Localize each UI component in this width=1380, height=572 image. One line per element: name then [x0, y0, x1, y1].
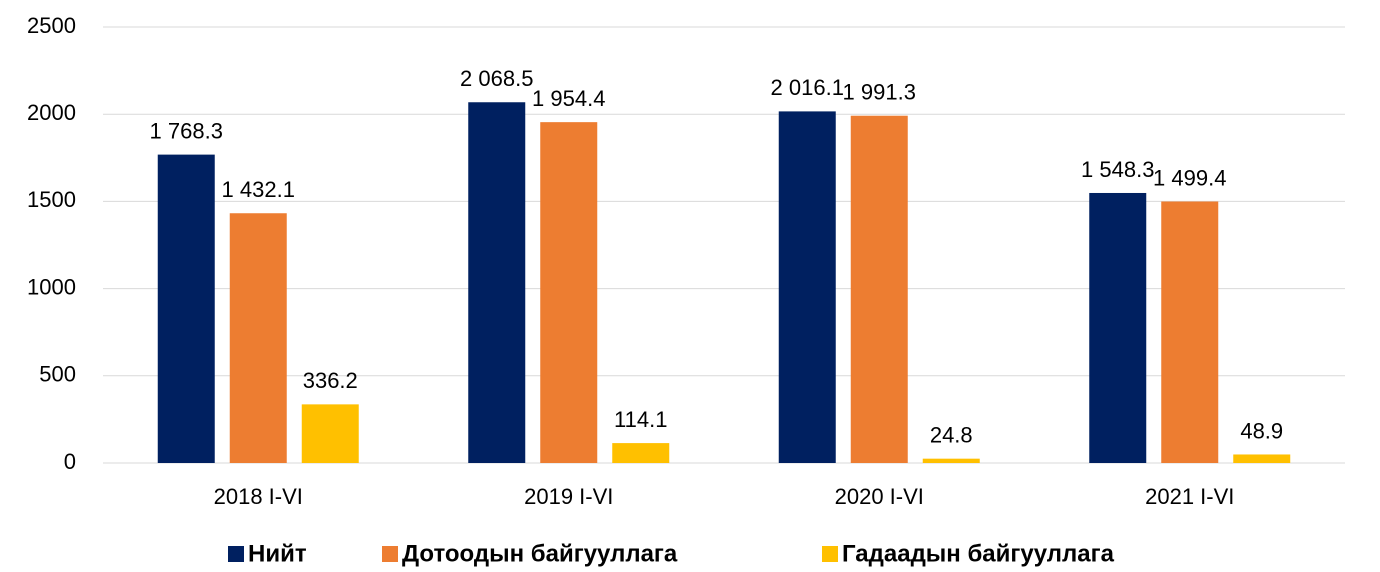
legend-label: Гадаадын байгууллага	[842, 540, 1115, 567]
bar	[1161, 201, 1219, 463]
y-tick-label: 1500	[27, 187, 76, 212]
y-tick-label: 500	[39, 362, 76, 387]
bar	[1089, 192, 1147, 463]
y-tick-label: 2500	[27, 13, 76, 38]
value-label: 1 768.3	[150, 118, 223, 143]
y-tick-label: 1000	[27, 274, 76, 299]
legend-swatch	[822, 546, 838, 562]
value-label: 2 016.1	[771, 75, 844, 100]
legend-swatch	[382, 546, 398, 562]
bar	[301, 404, 359, 463]
x-tick-label: 2020 I-VI	[835, 484, 924, 509]
x-tick-label: 2018 I-VI	[214, 484, 303, 509]
bar	[850, 115, 908, 463]
bar	[922, 458, 980, 463]
value-label: 336.2	[303, 368, 358, 393]
value-label: 1 499.4	[1153, 165, 1226, 190]
bar	[157, 154, 215, 464]
bar	[468, 102, 526, 463]
bar	[229, 213, 287, 463]
legend-swatch	[228, 546, 244, 562]
legend: Нийт Дотоодын байгууллага Гадаадын байгуул…	[228, 540, 1115, 567]
bar	[540, 122, 598, 463]
legend-label: Нийт	[248, 540, 307, 567]
value-label: 24.8	[930, 422, 973, 447]
y-tick-label: 2000	[27, 100, 76, 125]
y-tick-label: 0	[64, 449, 76, 474]
x-tick-label: 2019 I-VI	[524, 484, 613, 509]
value-label: 1 954.4	[532, 86, 605, 111]
bar	[612, 443, 670, 463]
value-label: 1 432.1	[222, 177, 295, 202]
bar	[778, 111, 836, 464]
legend-label: Дотоодын байгууллага	[402, 540, 678, 567]
value-label: 1 548.3	[1081, 157, 1154, 182]
value-label: 48.9	[1240, 418, 1283, 443]
value-label: 114.1	[614, 407, 667, 432]
bar	[1233, 454, 1291, 463]
value-label: 2 068.5	[460, 66, 533, 91]
x-tick-label: 2021 I-VI	[1145, 484, 1234, 509]
value-label: 1 991.3	[843, 80, 916, 105]
